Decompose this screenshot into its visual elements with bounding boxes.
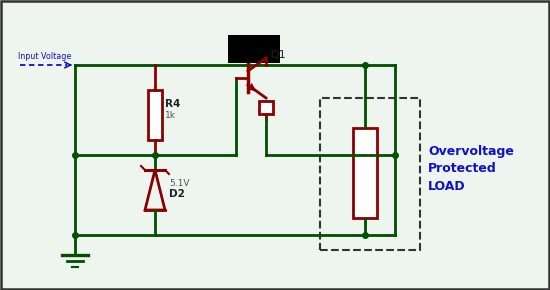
- Text: Overvoltage
Protected
LOAD: Overvoltage Protected LOAD: [428, 144, 514, 193]
- Bar: [148, 90, 162, 140]
- Text: R4: R4: [165, 99, 180, 109]
- Bar: [228, 35, 280, 63]
- Text: 1k: 1k: [165, 111, 176, 121]
- Text: D2: D2: [169, 189, 185, 199]
- Text: Input Voltage: Input Voltage: [18, 52, 72, 61]
- Bar: [320, 98, 420, 250]
- Text: 5.1V: 5.1V: [169, 179, 190, 188]
- Bar: [353, 128, 377, 218]
- Text: Q1: Q1: [270, 50, 286, 60]
- Bar: [259, 101, 273, 114]
